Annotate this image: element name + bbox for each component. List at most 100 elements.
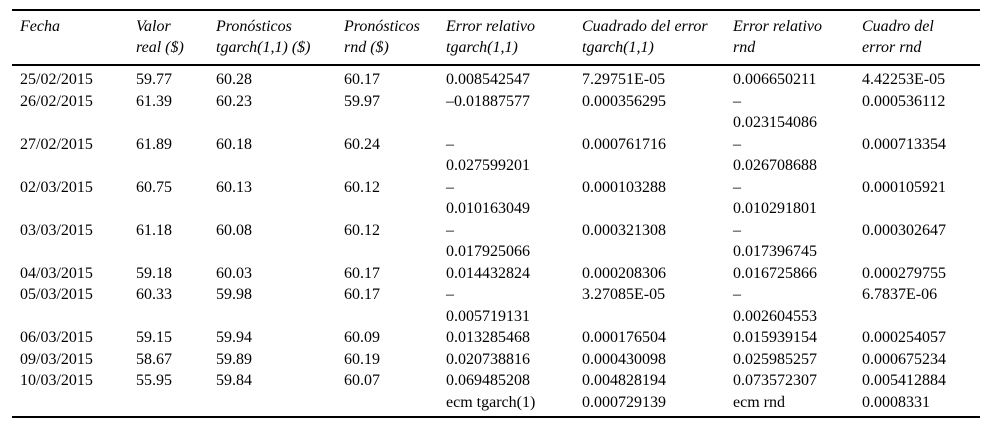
table-cell: – 0.010291801 — [733, 178, 817, 218]
table-header: Fecha Valor real ($) Pronósticos tgarch(1,… — [12, 10, 980, 66]
table-cell: 0.020738816 — [446, 350, 530, 368]
table-row: 05/03/2015 60.33 59.98 60.17 – 0.005719131 3.… — [12, 284, 980, 327]
table-cell: 0.000536112 — [862, 92, 946, 110]
table-cell: – 0.005719131 — [446, 286, 530, 325]
table-cell — [208, 392, 336, 418]
table-cell: 0.000208306 — [582, 264, 666, 282]
table-cell: 60.17 — [344, 264, 380, 282]
table-cell: 0.000105921 — [862, 178, 946, 196]
table-cell: 60.23 — [216, 92, 252, 110]
table-row: 25/02/2015 59.77 60.28 60.17 0.008542547 7.29… — [12, 65, 980, 91]
table-cell: 0.014432824 — [446, 264, 530, 282]
table-cell: 06/03/2015 — [20, 329, 93, 346]
table-cell: 60.09 — [344, 329, 380, 346]
table-cell: 26/02/2015 — [20, 92, 93, 110]
table-cell: 59.98 — [216, 286, 252, 303]
table-row: 09/03/2015 58.67 59.89 60.19 0.020738816 0.00… — [12, 349, 980, 371]
table-cell: 0.000675234 — [862, 350, 946, 368]
table-cell: 59.94 — [216, 329, 252, 346]
table-row: 06/03/2015 59.15 59.94 60.09 0.013285468 0.00… — [12, 327, 980, 349]
table-cell: – 0.027599201 — [446, 135, 530, 175]
table-row: 03/03/2015 61.18 60.08 60.12 – 0.017925066 0.… — [12, 220, 980, 263]
table-cell: 05/03/2015 — [20, 286, 93, 303]
table-cell: 0.004828194 — [582, 372, 666, 389]
table-cell: 0.000254057 — [862, 329, 946, 346]
table-cell: 0.006650211 — [733, 71, 817, 88]
table-cell: 0.000356295 — [582, 92, 666, 110]
table-cell: 60.33 — [136, 286, 172, 303]
table-cell: 60.17 — [344, 71, 380, 88]
column-header: Cuadrado del error tgarch(1,1) — [574, 10, 725, 66]
table-cell: 0.000103288 — [582, 178, 666, 196]
table-cell — [128, 392, 208, 418]
table-row: 02/03/2015 60.75 60.13 60.12 – 0.010163049 0.… — [12, 177, 980, 220]
table-cell: 7.29751E-05 — [582, 71, 666, 88]
table-cell: 60.18 — [216, 135, 252, 153]
table-cell: 27/02/2015 — [20, 135, 93, 153]
column-header: Pronósticos rnd ($) — [336, 10, 438, 66]
table-cell: 0.000302647 — [862, 221, 946, 239]
table-cell: 0.069485208 — [446, 372, 530, 389]
table-cell: – 0.023154086 — [733, 92, 817, 132]
table-cell: 0.015939154 — [733, 329, 817, 346]
table-cell: – 0.010163049 — [446, 178, 530, 218]
table-cell: 59.77 — [136, 71, 172, 88]
table-cell: 10/03/2015 — [20, 372, 93, 389]
table-cell: 59.18 — [136, 264, 172, 282]
table-cell: 0.008542547 — [446, 71, 530, 88]
table-cell — [12, 392, 128, 418]
table-cell: 0.016725866 — [733, 264, 817, 282]
table-cell: 0.000729139 — [582, 393, 666, 411]
table-cell: 09/03/2015 — [20, 350, 93, 368]
table-cell: 0.000176504 — [582, 329, 666, 346]
column-header: Fecha — [12, 10, 128, 66]
table-cell: 60.07 — [344, 372, 380, 389]
paper-page: Fecha Valor real ($) Pronósticos tgarch(1,… — [0, 9, 992, 432]
table-cell: 0.000713354 — [862, 135, 946, 153]
table-cell: 0.000279755 — [862, 264, 946, 282]
table-cell: 04/03/2015 — [20, 264, 93, 282]
forecast-error-table: Fecha Valor real ($) Pronósticos tgarch(1,… — [12, 9, 980, 418]
table-row: 27/02/2015 61.89 60.18 60.24 – 0.027599201 0.… — [12, 134, 980, 177]
table-cell: – 0.002604553 — [733, 286, 817, 325]
table-cell: – 0.017396745 — [733, 221, 817, 261]
table-cell: 59.84 — [216, 372, 252, 389]
table-cell: 0.000430098 — [582, 350, 666, 368]
table-cell: – 0.017925066 — [446, 221, 530, 261]
table-cell: 02/03/2015 — [20, 178, 93, 196]
table-cell: –0.01887577 — [446, 92, 530, 110]
table-cell: 4.42253E-05 — [862, 71, 946, 88]
table-row: 10/03/2015 55.95 59.84 60.07 0.069485208 0.00… — [12, 370, 980, 392]
table-cell: 0.000761716 — [582, 135, 666, 153]
table-cell: 59.97 — [344, 92, 380, 110]
table-row: 26/02/2015 61.39 60.23 59.97 –0.01887577 0.00… — [12, 91, 980, 134]
table-cell: – 0.026708688 — [733, 135, 817, 175]
table-cell: 61.89 — [136, 135, 172, 153]
table-cell: 55.95 — [136, 372, 172, 389]
table-row: ecm tgarch(1) 0.000729139 ecm rnd 0.0008331 — [12, 392, 980, 418]
table-cell: 25/02/2015 — [20, 71, 93, 88]
table-cell: ecm rnd — [733, 393, 785, 411]
table-cell: 60.12 — [344, 178, 380, 196]
table-cell: 60.28 — [216, 71, 252, 88]
table-cell: 0.005412884 — [862, 372, 946, 389]
table-cell: 03/03/2015 — [20, 221, 93, 239]
table-cell: 58.67 — [136, 350, 172, 368]
table-cell: 0.013285468 — [446, 329, 530, 346]
table-cell: 60.17 — [344, 286, 380, 303]
table-header-row: Fecha Valor real ($) Pronósticos tgarch(1,… — [12, 10, 980, 66]
table-cell: 60.03 — [216, 264, 252, 282]
table-row: 04/03/2015 59.18 60.03 60.17 0.014432824 0.00… — [12, 263, 980, 285]
table-cell: 3.27085E-05 — [582, 286, 666, 303]
table-cell: 0.000321308 — [582, 221, 666, 239]
table-cell: 61.18 — [136, 221, 172, 239]
table-cell: 60.13 — [216, 178, 252, 196]
table-cell: 60.12 — [344, 221, 380, 239]
table-cell: 61.39 — [136, 92, 172, 110]
table-cell: 0.073572307 — [733, 372, 817, 389]
column-header: Error relativo rnd — [725, 10, 854, 66]
table-cell: 60.08 — [216, 221, 252, 239]
table-cell: ecm tgarch(1) — [446, 393, 536, 411]
table-cell: 60.75 — [136, 178, 172, 196]
table-cell: 0.0008331 — [862, 393, 930, 411]
